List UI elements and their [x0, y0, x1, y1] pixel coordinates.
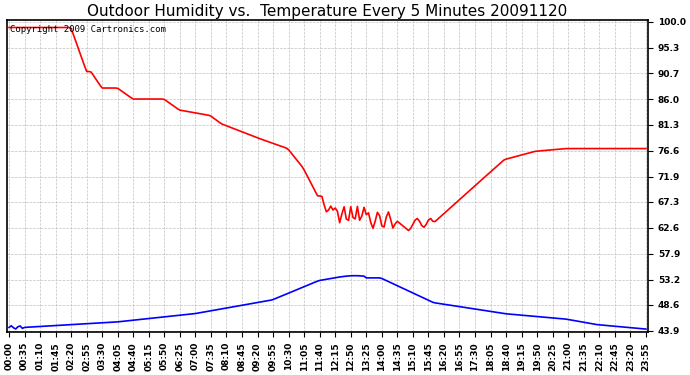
Text: Copyright 2009 Cartronics.com: Copyright 2009 Cartronics.com — [10, 25, 166, 34]
Title: Outdoor Humidity vs.  Temperature Every 5 Minutes 20091120: Outdoor Humidity vs. Temperature Every 5… — [88, 4, 568, 19]
